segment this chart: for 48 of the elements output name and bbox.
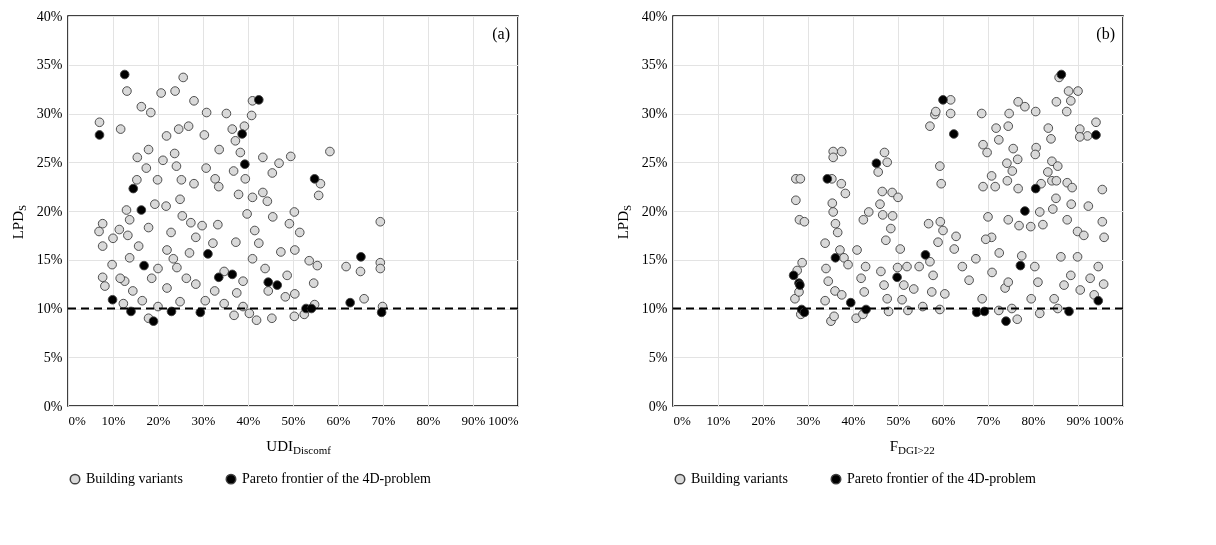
x-tick-label: 20% [146,412,171,428]
y-tick-label: 20% [641,203,668,219]
x-tick-label: 40% [236,412,261,428]
y-tick-label: 25% [36,154,63,170]
x-tick-label: 100% [1093,412,1124,428]
x-tick-label: 100% [488,412,519,428]
annotation: (b) [1096,25,1115,43]
x-tick-label: 40% [841,412,866,428]
legend-label: Building variants [691,471,788,487]
y-tick-label: 35% [641,57,668,73]
y-tick-label: 15% [641,252,668,268]
x-tick-label: 90% [461,412,486,428]
y-tick-label: 30% [36,106,63,121]
y-tick-label: 15% [36,252,63,268]
y-tick-label: 10% [641,301,668,316]
legend-label: Pareto frontier of the 4D-problem [847,471,1037,487]
y-tick-label: 40% [641,8,668,24]
y-tick-label: 0% [43,398,63,414]
y-tick-label: 5% [43,349,63,365]
x-tick-label: 30% [191,412,216,428]
y-tick-label: 5% [648,349,668,365]
x-tick-label: 80% [416,412,441,428]
y-axis-title: LPDS [615,204,633,240]
y-tick-label: 20% [36,203,63,219]
y-tick-label: 30% [641,106,668,121]
y-tick-label: 25% [641,154,668,170]
x-tick-label: 60% [326,412,351,428]
annotation: (a) [492,25,510,43]
x-tick-label: 50% [281,412,306,428]
y-tick-label: 10% [36,301,63,316]
x-tick-label: 10% [101,412,126,428]
legend-label: Pareto frontier of the 4D-problem [242,471,432,487]
x-tick-label: 70% [976,412,1001,428]
y-tick-label: 35% [36,57,63,73]
x-tick-label: 70% [371,412,396,428]
y-axis-title: LPDS [10,204,28,240]
x-tick-label: 0% [673,412,691,428]
x-tick-label: 20% [751,412,776,428]
x-tick-label: 0% [68,412,86,428]
x-tick-label: 10% [706,412,731,428]
legend-label: Building variants [86,471,183,487]
x-tick-label: 80% [1021,412,1046,428]
x-tick-label: 90% [1066,412,1091,428]
y-tick-label: 0% [648,398,668,414]
x-tick-label: 60% [931,412,956,428]
x-tick-label: 30% [796,412,821,428]
x-tick-label: 50% [886,412,911,428]
y-tick-label: 40% [36,8,63,24]
